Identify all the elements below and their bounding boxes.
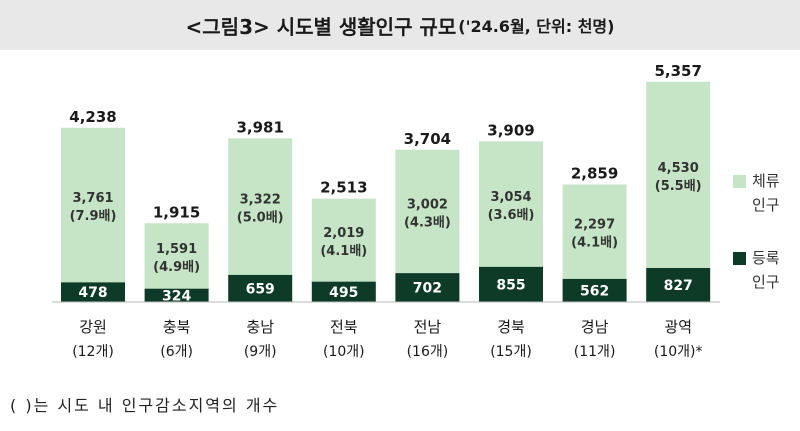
legend-stay-swatch xyxy=(733,175,746,188)
stay-ratio-label-4: (4.1배) xyxy=(320,243,367,259)
total-label-5: 3,704 xyxy=(404,130,451,148)
total-label-2: 1,915 xyxy=(153,203,200,221)
stay-ratio-label-8: (5.5배) xyxy=(655,178,702,194)
stay-value-label-4: 2,019 xyxy=(323,226,364,241)
registered-value-label-4: 495 xyxy=(329,285,358,301)
bar-registered-6 xyxy=(479,266,543,302)
registered-value-label-8: 827 xyxy=(664,278,693,294)
bar-stay-6 xyxy=(479,141,543,267)
total-label-3: 3,981 xyxy=(236,118,283,136)
category-count-5: (16개) xyxy=(407,344,449,360)
stacked-bar-chart: 4,238 3,761 (7.9배) 478 강원 (12개) 1,915 1,591 (4.9… xyxy=(52,62,780,360)
category-label-8: 광역 xyxy=(664,318,692,336)
category-count-7: (11개) xyxy=(574,344,616,360)
bar-stay-8 xyxy=(646,81,711,269)
bar-registered-3 xyxy=(228,274,293,302)
category-count-3: (9개) xyxy=(244,344,277,360)
stay-ratio-label-1: (7.9배) xyxy=(70,208,117,224)
legend-stay-label: 체류 인구 xyxy=(752,172,780,214)
stay-ratio-label-5: (4.3배) xyxy=(404,214,451,230)
bar-stay-5 xyxy=(395,149,460,274)
stay-ratio-label-2: (4.9배) xyxy=(153,259,200,275)
registered-value-label-2: 324 xyxy=(162,288,191,304)
stay-ratio-label-6: (3.6배) xyxy=(488,207,535,223)
category-label-7: 경남 xyxy=(581,318,609,336)
chart-subtitle: ('24.6월, 단위: 천명) xyxy=(458,17,615,36)
category-count-1: (12개) xyxy=(72,344,114,360)
category-count-8: (10개)* xyxy=(654,344,703,360)
stay-value-label-3: 3,322 xyxy=(240,193,281,208)
category-label-6: 경북 xyxy=(497,318,525,336)
total-label-8: 5,357 xyxy=(654,62,701,80)
bar-registered-8 xyxy=(646,268,711,302)
legend-registered-swatch xyxy=(733,252,746,265)
stay-ratio-label-7: (4.1배) xyxy=(571,235,618,251)
total-label-7: 2,859 xyxy=(571,164,618,182)
stay-value-label-5: 3,002 xyxy=(407,197,448,212)
category-label-1: 강원 xyxy=(79,318,107,336)
category-label-4: 전북 xyxy=(330,318,358,336)
bar-stay-1 xyxy=(61,127,125,283)
bar-registered-4 xyxy=(311,281,376,302)
registered-value-label-1: 478 xyxy=(78,285,107,301)
category-count-6: (15개) xyxy=(490,344,532,360)
stay-value-label-7: 2,297 xyxy=(574,218,615,233)
stay-ratio-label-3: (5.0배) xyxy=(237,210,284,226)
category-count-2: (6개) xyxy=(160,344,193,360)
stay-value-label-6: 3,054 xyxy=(490,190,531,205)
stay-value-label-8: 4,530 xyxy=(658,161,699,176)
total-label-6: 3,909 xyxy=(487,121,534,139)
bar-stay-7 xyxy=(562,184,627,279)
category-label-5: 전남 xyxy=(414,318,442,336)
bar-registered-2 xyxy=(144,288,209,302)
footnote: ( )는 시도 내 인구감소지역의 개수 xyxy=(10,396,280,415)
bar-registered-1 xyxy=(61,282,125,302)
total-label-4: 2,513 xyxy=(320,179,367,197)
registered-value-label-5: 702 xyxy=(413,281,442,297)
bar-registered-7 xyxy=(562,278,627,302)
legend-registered-label: 등록 인구 xyxy=(752,249,780,291)
chart-title-bar: <그림3> 시도별 생활인구 규모 ('24.6월, 단위: 천명) xyxy=(0,0,800,50)
bar-stay-3 xyxy=(228,138,293,275)
stay-value-label-2: 1,591 xyxy=(156,242,197,257)
registered-value-label-6: 855 xyxy=(496,277,525,293)
registered-value-label-7: 562 xyxy=(580,283,609,299)
bar-registered-5 xyxy=(395,273,460,302)
total-label-1: 4,238 xyxy=(69,108,116,126)
category-count-4: (10개) xyxy=(323,344,365,360)
chart-title: <그림3> 시도별 생활인구 규모 xyxy=(185,14,457,39)
category-label-3: 충남 xyxy=(246,318,274,336)
bar-stay-4 xyxy=(311,198,376,282)
bar-stay-2 xyxy=(144,223,209,289)
registered-value-label-3: 659 xyxy=(246,281,275,297)
category-label-2: 충북 xyxy=(163,318,191,336)
stay-value-label-1: 3,761 xyxy=(72,191,113,206)
